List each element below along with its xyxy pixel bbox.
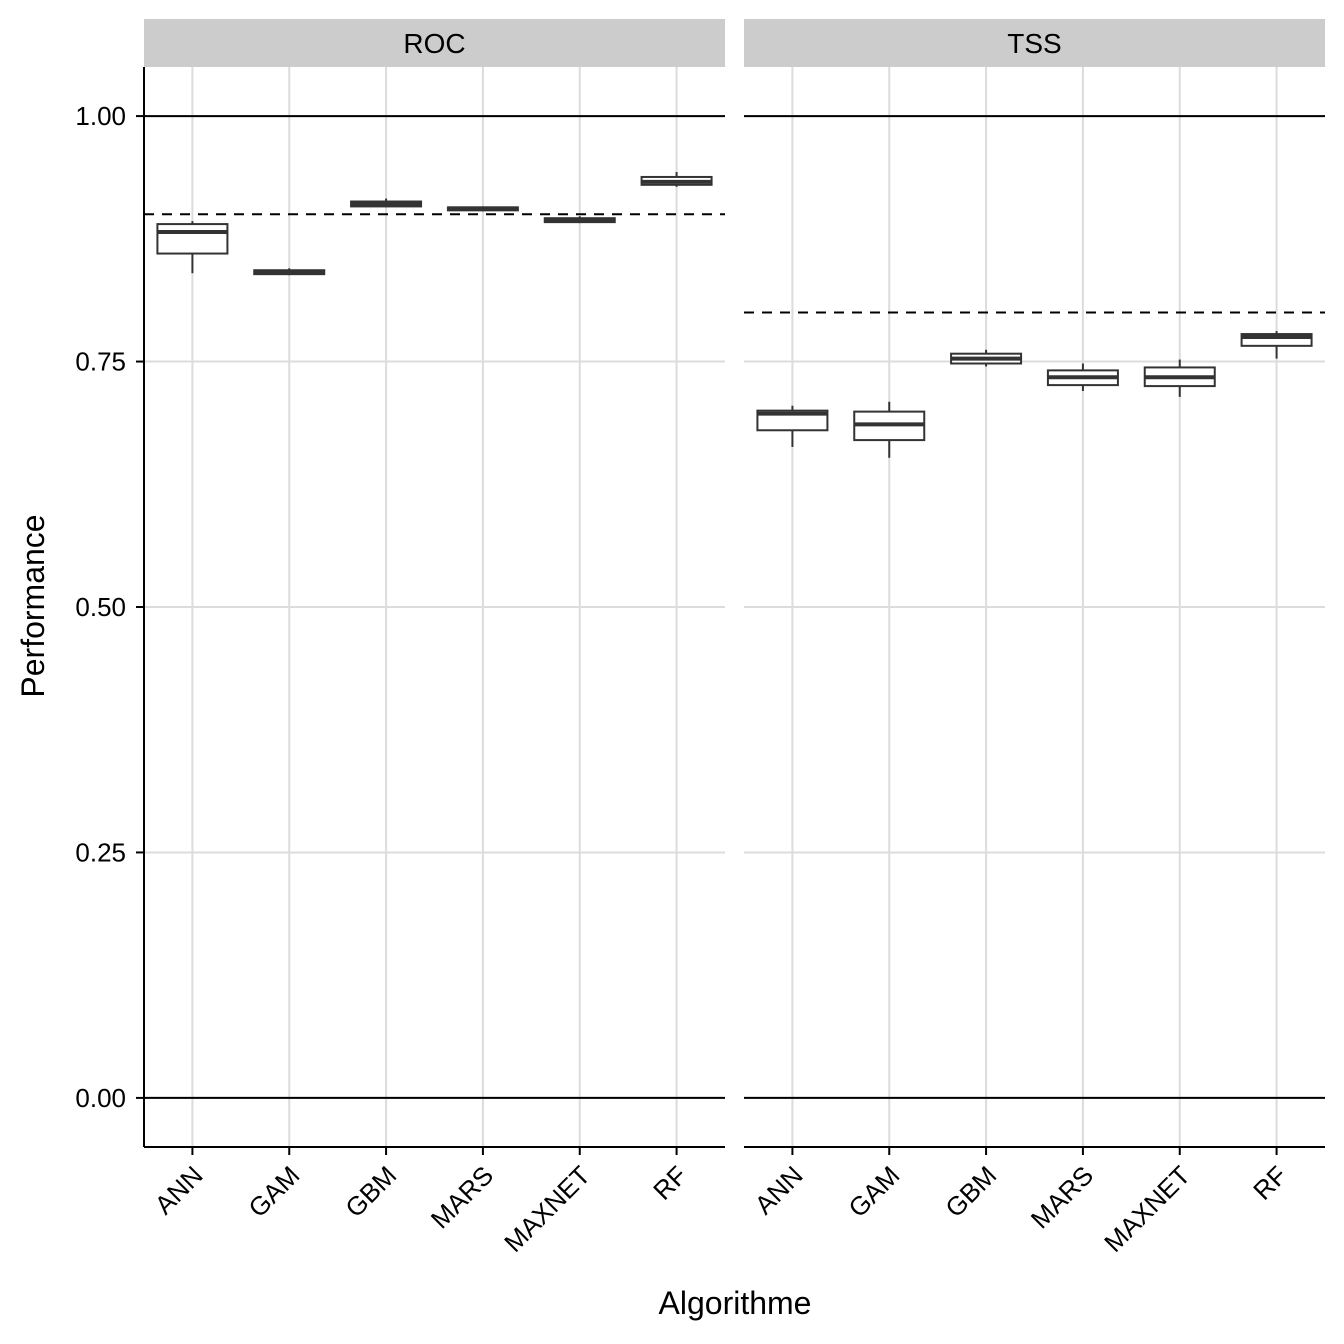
box-ann xyxy=(156,221,229,274)
box-maxnet xyxy=(543,216,616,224)
x-tick-label: GAM xyxy=(242,1160,305,1223)
strip-label: ROC xyxy=(403,28,465,59)
box-gam xyxy=(253,268,326,276)
x-tick-label: GAM xyxy=(842,1160,905,1223)
strip-label: TSS xyxy=(1007,28,1061,59)
x-tick-label: MAXNET xyxy=(498,1160,596,1258)
box-maxnet xyxy=(1143,359,1216,397)
panel-roc: ROC ANN GAM GBM MARS MAXNET RF xyxy=(143,19,725,1258)
x-tick-label: RF xyxy=(647,1160,693,1206)
panel-tss: TSS ANN GAM GBM MARS MAXNET RF xyxy=(744,19,1325,1258)
box-iqr xyxy=(156,223,229,255)
x-tick-label: ANN xyxy=(749,1160,809,1220)
box-ann xyxy=(756,405,829,447)
x-tick-label: GBM xyxy=(339,1160,402,1223)
box-rf xyxy=(1240,331,1313,359)
y-tick-label: 0.50 xyxy=(75,592,126,622)
box-gbm xyxy=(350,198,423,208)
box-mars xyxy=(446,206,519,212)
x-tick-label: MARS xyxy=(425,1160,499,1234)
y-tick-label: 0.75 xyxy=(75,347,126,377)
box-iqr xyxy=(1240,333,1313,347)
x-tick-label: MARS xyxy=(1025,1160,1099,1234)
strip-background xyxy=(744,19,1325,67)
x-tick-label: ANN xyxy=(149,1160,209,1220)
y-tick-label: 1.00 xyxy=(75,101,126,131)
box-gbm xyxy=(950,349,1023,367)
y-tick-label: 0.25 xyxy=(75,837,126,867)
box-rf xyxy=(640,172,713,187)
strip-background xyxy=(144,19,725,67)
box-mars xyxy=(1046,363,1119,391)
box-gam xyxy=(853,401,926,458)
y-tick-label: 0.00 xyxy=(75,1083,126,1113)
x-tick-label: MAXNET xyxy=(1098,1160,1196,1258)
y-axis-title: Performance xyxy=(15,514,51,697)
x-tick-label: GBM xyxy=(939,1160,1002,1223)
x-axis-title: Algorithme xyxy=(659,1285,812,1321)
x-tick-label: RF xyxy=(1247,1160,1293,1206)
